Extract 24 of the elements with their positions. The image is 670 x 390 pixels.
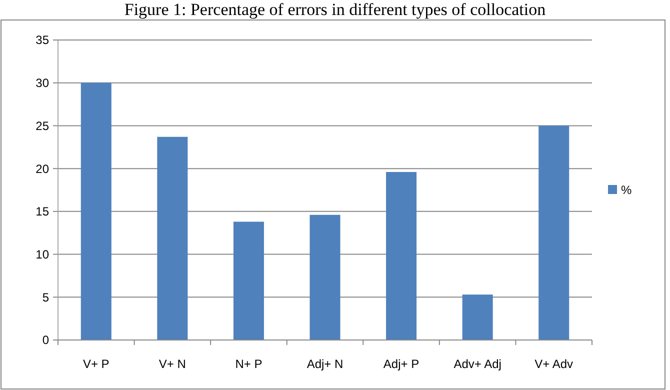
bar — [80, 82, 112, 340]
chart-title: Figure 1: Percentage of errors in different types of collocation — [124, 0, 546, 19]
x-tick-label: V+ Adv — [534, 357, 574, 371]
x-tick-label: N+ P — [235, 357, 262, 371]
x-tick-label: Adv+ Adj — [454, 357, 502, 371]
y-tick-label: 15 — [36, 204, 50, 219]
x-tick-label: Adj+ P — [383, 357, 420, 371]
x-tick-label: Adj+ N — [306, 357, 344, 371]
legend-label: % — [621, 183, 632, 198]
bar — [386, 172, 417, 340]
bar — [538, 126, 570, 340]
y-tick-label: 5 — [42, 290, 50, 304]
x-tick-label: V+ N — [158, 357, 186, 371]
x-tick-label: V+ P — [82, 357, 110, 371]
y-tick-label: 0 — [42, 333, 50, 348]
y-tick-label: 30 — [36, 76, 50, 90]
bar — [233, 222, 264, 340]
y-tick-label: 20 — [36, 162, 50, 176]
bar — [310, 214, 340, 340]
y-tick-label: 35 — [36, 33, 50, 48]
bar — [157, 136, 188, 340]
y-tick-label: 10 — [36, 247, 50, 262]
bar — [462, 294, 493, 340]
y-tick-label: 25 — [36, 118, 50, 133]
